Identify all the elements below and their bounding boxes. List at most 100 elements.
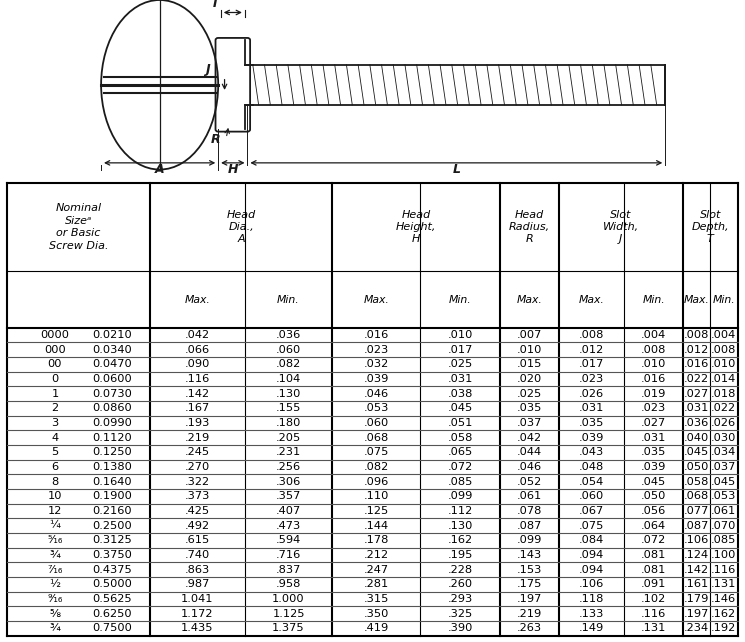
Text: 0.0730: 0.0730 [92, 389, 132, 399]
Text: .053: .053 [711, 491, 736, 501]
Text: .034: .034 [711, 447, 736, 457]
Text: .116: .116 [185, 374, 210, 384]
Text: .219: .219 [517, 609, 542, 619]
Text: .081: .081 [641, 564, 666, 575]
Text: .155: .155 [276, 403, 301, 413]
Text: .060: .060 [276, 345, 301, 355]
Text: .104: .104 [276, 374, 301, 384]
Text: Slot
Width,
J: Slot Width, J [603, 210, 638, 245]
Text: .087: .087 [517, 521, 542, 531]
Text: .099: .099 [448, 491, 473, 501]
Text: .096: .096 [364, 477, 389, 487]
Text: .099: .099 [517, 535, 542, 545]
Text: .064: .064 [641, 521, 666, 531]
Text: 0.0990: 0.0990 [92, 418, 132, 428]
Text: .100: .100 [711, 550, 736, 560]
Text: .051: .051 [448, 418, 473, 428]
Text: .247: .247 [364, 564, 389, 575]
Text: .045: .045 [448, 403, 473, 413]
Text: .045: .045 [684, 447, 709, 457]
Text: .315: .315 [364, 594, 389, 604]
Text: .019: .019 [641, 389, 666, 399]
Text: .008: .008 [684, 330, 709, 340]
Text: 0.5625: 0.5625 [92, 594, 132, 604]
Text: 0.4375: 0.4375 [92, 564, 132, 575]
Text: .061: .061 [711, 506, 736, 516]
Text: 0.0340: 0.0340 [92, 345, 132, 355]
Text: ½: ½ [49, 579, 60, 589]
Text: .958: .958 [276, 579, 301, 589]
Text: Min.: Min. [277, 295, 300, 304]
Text: .144: .144 [364, 521, 389, 531]
Text: .017: .017 [448, 345, 473, 355]
Text: .106: .106 [684, 535, 709, 545]
Text: 0.1120: 0.1120 [92, 433, 132, 443]
Text: .175: .175 [517, 579, 542, 589]
Text: ¼: ¼ [49, 521, 60, 531]
Text: .149: .149 [579, 623, 604, 633]
Text: .035: .035 [641, 447, 666, 457]
Text: .037: .037 [711, 462, 736, 472]
Text: .058: .058 [448, 433, 473, 443]
Text: .116: .116 [641, 609, 666, 619]
Text: .016: .016 [364, 330, 389, 340]
Text: .322: .322 [185, 477, 210, 487]
Text: .492: .492 [185, 521, 210, 531]
Text: .987: .987 [185, 579, 210, 589]
Text: .072: .072 [641, 535, 666, 545]
Text: .245: .245 [185, 447, 210, 457]
Text: .133: .133 [579, 609, 604, 619]
Text: 0.3125: 0.3125 [92, 535, 132, 545]
Text: 1.041: 1.041 [181, 594, 214, 604]
Text: .179: .179 [684, 594, 709, 604]
Text: .023: .023 [579, 374, 604, 384]
Text: .010: .010 [448, 330, 473, 340]
Text: ⁷⁄₁₆: ⁷⁄₁₆ [47, 564, 63, 575]
Text: .281: .281 [364, 579, 389, 589]
Text: 0.0860: 0.0860 [92, 403, 132, 413]
Text: .012: .012 [579, 345, 604, 355]
Text: .142: .142 [684, 564, 708, 575]
Text: A: A [155, 162, 165, 176]
Text: .197: .197 [684, 609, 709, 619]
Text: .256: .256 [276, 462, 301, 472]
Text: 4: 4 [51, 433, 58, 443]
Text: .022: .022 [684, 374, 708, 384]
Text: .716: .716 [276, 550, 301, 560]
Text: .036: .036 [684, 418, 709, 428]
Text: .030: .030 [711, 433, 736, 443]
Text: .045: .045 [641, 477, 666, 487]
Text: .162: .162 [711, 609, 736, 619]
Text: .012: .012 [684, 345, 709, 355]
Text: .058: .058 [684, 477, 709, 487]
Text: Min.: Min. [642, 295, 665, 304]
Text: .228: .228 [448, 564, 472, 575]
Text: .110: .110 [364, 491, 389, 501]
Text: .084: .084 [579, 535, 604, 545]
Text: .094: .094 [579, 550, 604, 560]
Text: .050: .050 [641, 491, 666, 501]
Text: .072: .072 [448, 462, 473, 472]
Text: .178: .178 [364, 535, 389, 545]
Text: .038: .038 [448, 389, 473, 399]
Text: 3: 3 [51, 418, 59, 428]
Text: .010: .010 [711, 360, 736, 369]
Text: .046: .046 [364, 389, 389, 399]
Text: .125: .125 [364, 506, 389, 516]
Text: .007: .007 [517, 330, 542, 340]
Text: .180: .180 [276, 418, 301, 428]
Text: Max.: Max. [579, 295, 604, 304]
Text: 0.3750: 0.3750 [92, 550, 132, 560]
Text: .060: .060 [579, 491, 604, 501]
Text: .293: .293 [448, 594, 473, 604]
Text: .032: .032 [364, 360, 389, 369]
Text: .004: .004 [711, 330, 736, 340]
Text: .087: .087 [684, 521, 709, 531]
Text: 1.172: 1.172 [181, 609, 214, 619]
Text: 12: 12 [48, 506, 62, 516]
Text: .863: .863 [185, 564, 210, 575]
Text: .373: .373 [185, 491, 210, 501]
Text: Max.: Max. [364, 295, 389, 304]
Text: .031: .031 [684, 403, 709, 413]
Text: 6: 6 [51, 462, 58, 472]
